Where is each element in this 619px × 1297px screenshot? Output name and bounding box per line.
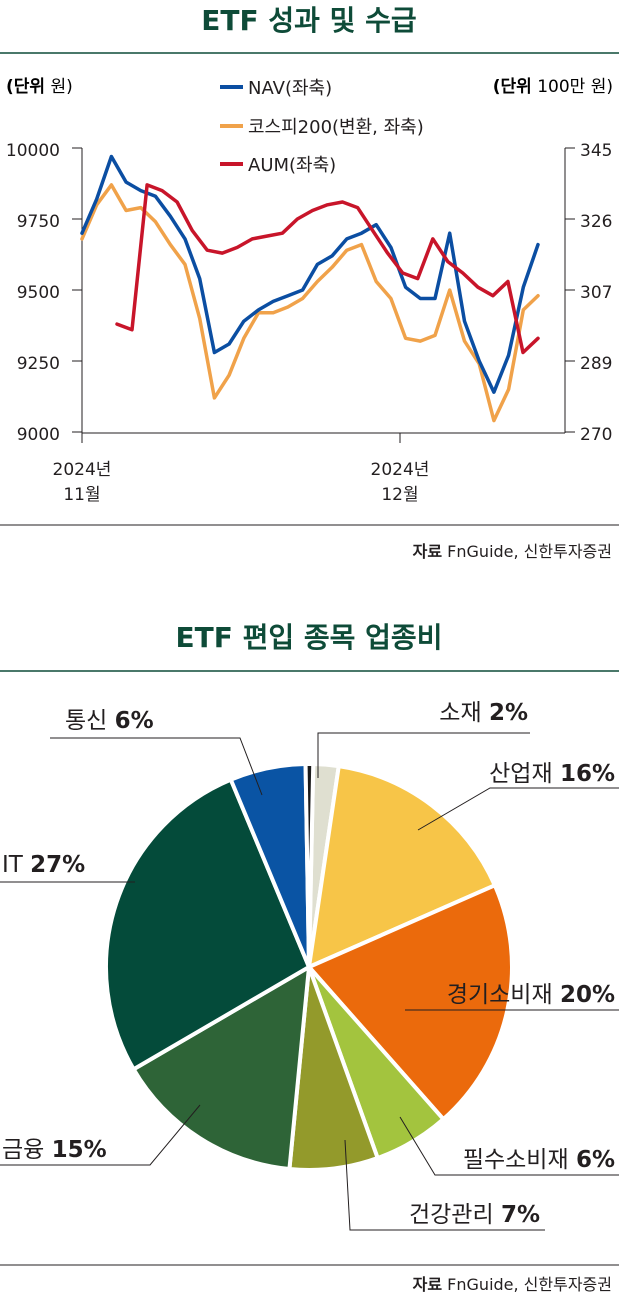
pie-label-health-care: 건강관리 7% bbox=[409, 1202, 540, 1228]
y-right-tick-label: 326 bbox=[580, 212, 612, 232]
x-tick-label: 12월 bbox=[381, 485, 418, 505]
source-bold: 자료 bbox=[413, 1275, 443, 1294]
pie-label-materials: 소재 2% bbox=[439, 700, 528, 726]
source-rest: FnGuide, 신한투자증권 bbox=[442, 1275, 612, 1294]
series-line-nav bbox=[80, 154, 540, 394]
left-unit-label: (단위 원) bbox=[6, 77, 73, 97]
left-unit-rest: 원) bbox=[45, 77, 73, 97]
y-right-tick-label: 307 bbox=[580, 283, 612, 303]
y-left-tick-label: 9000 bbox=[17, 425, 60, 445]
pie-label-it: IT 27% bbox=[2, 852, 85, 878]
slice-consumer-discretionary bbox=[307, 883, 514, 1122]
pie-chart-source: 자료 FnGuide, 신한투자증권 bbox=[413, 1275, 612, 1294]
series-line-kospi200 bbox=[80, 183, 540, 423]
left-ticks: 10000 9750 9500 9250 9000 bbox=[6, 141, 82, 445]
slice-industrials bbox=[307, 764, 497, 969]
pie-label-consumer-staples: 필수소비재 6% bbox=[463, 1147, 615, 1173]
x-tick-label: 2024년 bbox=[371, 460, 430, 480]
leader-line-materials bbox=[317, 732, 530, 778]
source-rest: FnGuide, 신한투자증권 bbox=[442, 542, 612, 561]
right-unit-label: (단위 100만 원) bbox=[493, 77, 613, 97]
line-chart-title: ETF 성과 및 수급 bbox=[201, 4, 416, 37]
x-tick-label: 2024년 bbox=[53, 460, 112, 480]
x-tick-label: 11월 bbox=[63, 485, 100, 505]
y-right-tick-label: 289 bbox=[580, 354, 612, 374]
slice-financials bbox=[131, 965, 311, 1172]
x-ticks: 2024년 11월 2024년 12월 bbox=[53, 433, 430, 505]
leader-lines bbox=[0, 732, 619, 1231]
left-unit-bold: (단위 bbox=[6, 77, 45, 97]
y-left-tick-label: 9500 bbox=[17, 283, 60, 303]
right-ticks: 345 326 307 289 270 bbox=[565, 141, 612, 445]
pie bbox=[104, 761, 514, 1172]
line-chart-source: 자료 FnGuide, 신한투자증권 bbox=[413, 542, 612, 561]
source-bold: 자료 bbox=[413, 542, 443, 561]
pie-chart-title: ETF 편입 종목 업종비 bbox=[176, 621, 443, 654]
pie-label-financials: 금융 15% bbox=[2, 1137, 107, 1163]
y-left-tick-label: 9250 bbox=[17, 354, 60, 374]
pie-label-consumer-discretionary: 경기소비재 20% bbox=[447, 982, 615, 1008]
legend: NAV(좌축) 코스피200(변환, 좌축) AUM(좌축) bbox=[220, 78, 424, 176]
right-unit-bold: (단위 bbox=[493, 77, 532, 97]
right-unit-rest: 100만 원) bbox=[532, 77, 613, 97]
line-series bbox=[80, 154, 540, 423]
y-left-tick-label: 9750 bbox=[17, 212, 60, 232]
y-right-tick-label: 270 bbox=[580, 425, 612, 445]
legend-label-aum: AUM(좌축) bbox=[248, 155, 336, 176]
y-left-tick-label: 10000 bbox=[6, 141, 60, 161]
series-line-aum bbox=[115, 183, 540, 355]
legend-label-kospi: 코스피200(변환, 좌축) bbox=[248, 117, 424, 138]
y-right-tick-label: 345 bbox=[580, 141, 612, 161]
slice-other bbox=[303, 761, 316, 969]
legend-label-nav: NAV(좌축) bbox=[248, 78, 332, 99]
pie-label-industrials: 산업재 16% bbox=[489, 761, 615, 787]
slice-it bbox=[104, 777, 311, 1072]
pie-label-telecom: 통신 6% bbox=[65, 708, 154, 734]
